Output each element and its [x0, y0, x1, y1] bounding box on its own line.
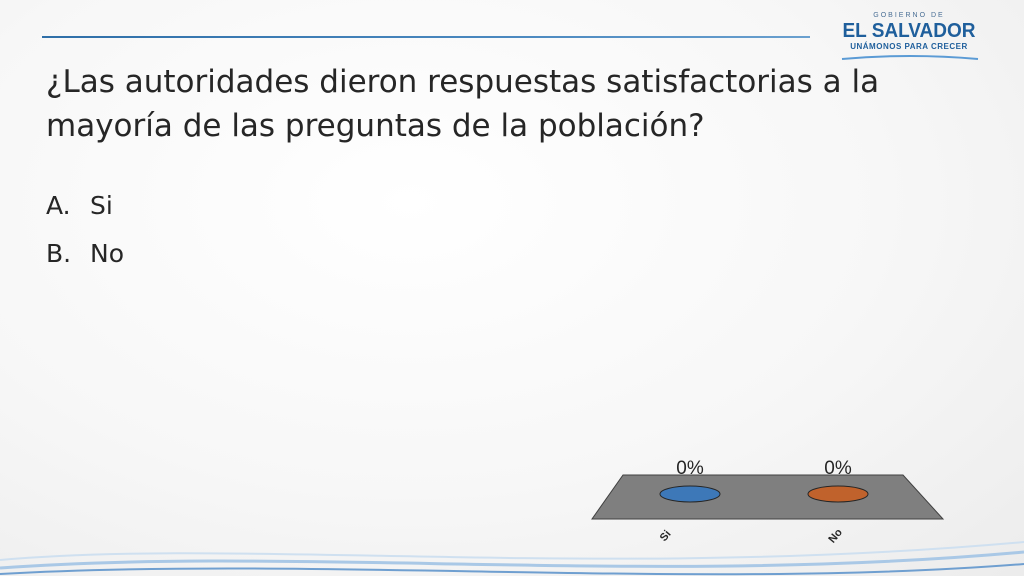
- slide-title: ¿Las autoridades dieron respuestas satis…: [46, 64, 880, 144]
- option-b-letter: B.: [46, 239, 72, 268]
- decorative-waves: [0, 541, 1024, 576]
- government-logo: GOBIERNO DE EL SALVADOR UNÁMONOS PARA CR…: [834, 12, 984, 64]
- chart-floor: [591, 474, 945, 520]
- option-a-letter: A.: [46, 191, 71, 220]
- option-b-text: No: [90, 239, 124, 268]
- option-b: B. No: [46, 230, 124, 278]
- bar-top-no: [807, 485, 869, 503]
- poll-results-chart: 0%Si0%No: [591, 458, 945, 546]
- logo-line-2: EL SALVADOR: [842, 20, 976, 42]
- option-a: A. Si: [46, 182, 124, 230]
- logo-line-3: UNÁMONOS PARA CRECER: [850, 42, 968, 51]
- data-label-no: 0%: [824, 458, 852, 479]
- logo-line-1: GOBIERNO DE: [873, 12, 945, 19]
- header-rule: [42, 36, 810, 38]
- option-a-text: Si: [90, 191, 113, 220]
- logo-swoosh-icon: [841, 55, 979, 60]
- answer-options: A. Si B. No: [46, 182, 124, 278]
- data-label-si: 0%: [676, 458, 704, 479]
- bar-top-si: [659, 485, 721, 503]
